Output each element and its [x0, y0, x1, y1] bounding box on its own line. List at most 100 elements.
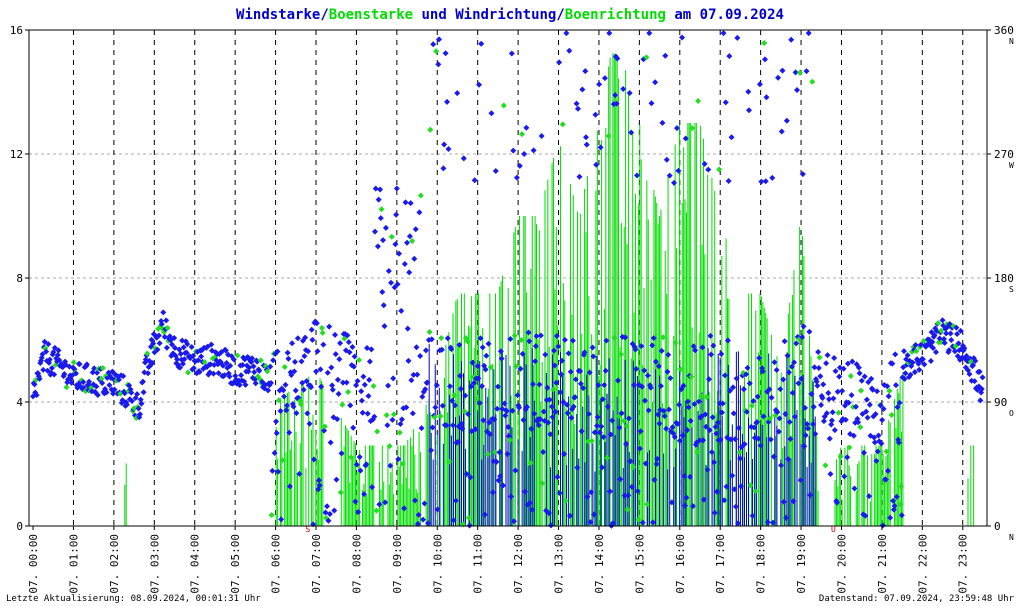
direction-point-431	[343, 379, 350, 386]
direction-point-773	[592, 111, 599, 118]
direction-point-718	[552, 408, 559, 415]
direction-point-865	[659, 119, 666, 126]
direction-point-1162	[875, 432, 882, 439]
direction-point-41	[59, 363, 66, 370]
direction-point-529	[414, 520, 421, 527]
direction-point-886	[674, 420, 681, 427]
direction-point-1061	[802, 404, 809, 411]
direction-point-920	[699, 344, 706, 351]
direction-point-21	[45, 341, 52, 348]
direction-point-525	[412, 497, 419, 504]
x-tick-0: 07. 00:00	[27, 534, 40, 594]
direction-point-888	[676, 401, 683, 408]
direction-point-493	[388, 233, 395, 240]
direction-point-1066	[805, 30, 812, 37]
direction-point-1206	[907, 371, 914, 378]
direction-point-418	[334, 416, 341, 423]
direction-point-643	[497, 348, 504, 355]
direction-point-330	[270, 357, 277, 364]
direction-point-195	[171, 344, 178, 351]
direction-point-570	[444, 335, 451, 342]
direction-point-615	[477, 335, 484, 342]
direction-point-347	[282, 381, 289, 388]
direction-point-673	[519, 350, 526, 357]
direction-point-409	[327, 439, 334, 446]
direction-point-455	[361, 491, 368, 498]
direction-point-587	[457, 372, 464, 379]
direction-point-1077	[813, 378, 820, 385]
direction-point-336	[274, 348, 281, 355]
direction-point-1117	[842, 416, 849, 423]
direction-point-586	[456, 341, 463, 348]
direction-point-447	[355, 509, 362, 516]
direction-point-360	[291, 358, 298, 365]
direction-point-972	[737, 455, 744, 462]
direction-point-479	[378, 206, 385, 213]
direction-point-947	[719, 409, 726, 416]
direction-point-665	[513, 174, 520, 181]
direction-point-1218	[916, 366, 923, 373]
direction-point-213	[185, 369, 192, 376]
direction-point-511	[401, 261, 408, 268]
direction-point-618	[479, 344, 486, 351]
direction-point-1122	[846, 444, 853, 451]
direction-point-580	[452, 402, 459, 409]
direction-point-1261	[947, 330, 954, 337]
direction-point-1012	[766, 386, 773, 393]
direction-point-1244	[935, 320, 942, 327]
direction-point-1082	[817, 373, 824, 380]
direction-point-1212	[911, 369, 918, 376]
direction-point-1156	[871, 434, 878, 441]
direction-point-101	[103, 389, 110, 396]
direction-point-369	[298, 358, 305, 365]
direction-point-408	[326, 510, 333, 517]
direction-point-415	[331, 331, 338, 338]
direction-point-540	[422, 347, 429, 354]
direction-point-203	[177, 350, 184, 357]
direction-point-1159	[873, 457, 880, 464]
direction-point-951	[721, 372, 728, 379]
direction-point-1178	[887, 514, 894, 521]
direction-point-517	[406, 269, 413, 276]
direction-point-23	[46, 356, 53, 363]
y-right-compass-3: W	[1009, 161, 1014, 170]
direction-point-696	[536, 381, 543, 388]
direction-point-799	[611, 334, 618, 341]
direction-point-323	[265, 387, 272, 394]
direction-point-872	[664, 368, 671, 375]
direction-point-1248	[938, 327, 945, 334]
direction-point-303	[250, 363, 257, 370]
direction-point-482	[380, 302, 387, 309]
direction-point-231	[198, 353, 205, 360]
direction-point-636	[492, 168, 499, 175]
direction-point-621	[481, 511, 488, 518]
direction-point-654	[505, 433, 512, 440]
direction-point-1194	[898, 512, 905, 519]
direction-point-1149	[866, 493, 873, 500]
direction-point-949	[720, 30, 727, 37]
direction-point-400	[321, 427, 328, 434]
direction-point-659	[509, 407, 516, 414]
direction-point-569	[444, 98, 451, 105]
direction-point-466	[369, 484, 376, 491]
direction-point-1068	[807, 491, 814, 498]
direction-point-515	[404, 325, 411, 332]
direction-point-628	[486, 431, 493, 438]
direction-point-760	[583, 134, 590, 141]
direction-point-361	[292, 387, 299, 394]
direction-point-297	[246, 364, 253, 371]
direction-point-480	[379, 288, 386, 295]
direction-point-332	[271, 450, 278, 457]
direction-point-1030	[779, 67, 786, 74]
direction-point-1067	[806, 328, 813, 335]
direction-point-686	[529, 506, 536, 513]
marker-1: U	[831, 525, 836, 534]
direction-point-18	[43, 348, 50, 355]
x-tick-6: 07. 06:00	[270, 534, 283, 594]
direction-point-656	[507, 335, 514, 342]
direction-point-437	[348, 454, 355, 461]
direction-point-265	[222, 347, 229, 354]
direction-point-404	[323, 503, 330, 510]
direction-point-1272	[955, 340, 962, 347]
direction-point-497	[391, 284, 398, 291]
